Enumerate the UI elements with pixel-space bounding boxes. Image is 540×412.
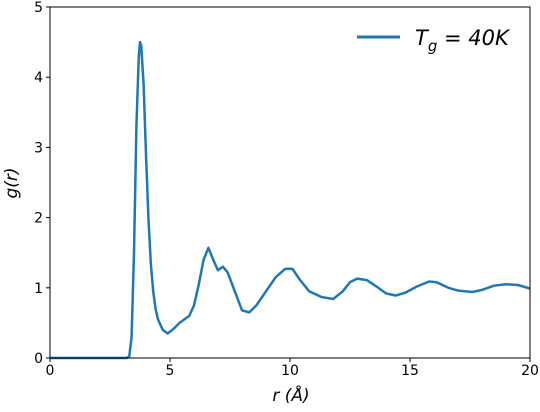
y-tick-label: 0	[34, 351, 43, 367]
x-tick-label: 5	[166, 363, 175, 379]
x-axis-label: r (Å)	[272, 384, 309, 406]
y-tick-label: 2	[34, 211, 43, 227]
y-tick-label: 5	[34, 0, 43, 16]
plot-frame	[49, 6, 531, 359]
x-tick-label: 20	[521, 363, 539, 379]
y-axis-label: g(r)	[2, 167, 22, 198]
y-tick-label: 1	[34, 281, 43, 297]
data-line	[50, 40, 531, 360]
x-tick-label: 10	[281, 363, 299, 379]
x-tick-label: 15	[401, 363, 419, 379]
y-tick-label: 4	[34, 70, 43, 86]
y-tick-label: 3	[34, 140, 43, 156]
legend-text: T	[415, 26, 430, 50]
legend-text: = 40K	[437, 26, 511, 50]
x-tick-label: 0	[46, 363, 55, 379]
legend-label: Tg = 40K	[415, 26, 511, 55]
legend-subscript: g	[428, 37, 438, 55]
